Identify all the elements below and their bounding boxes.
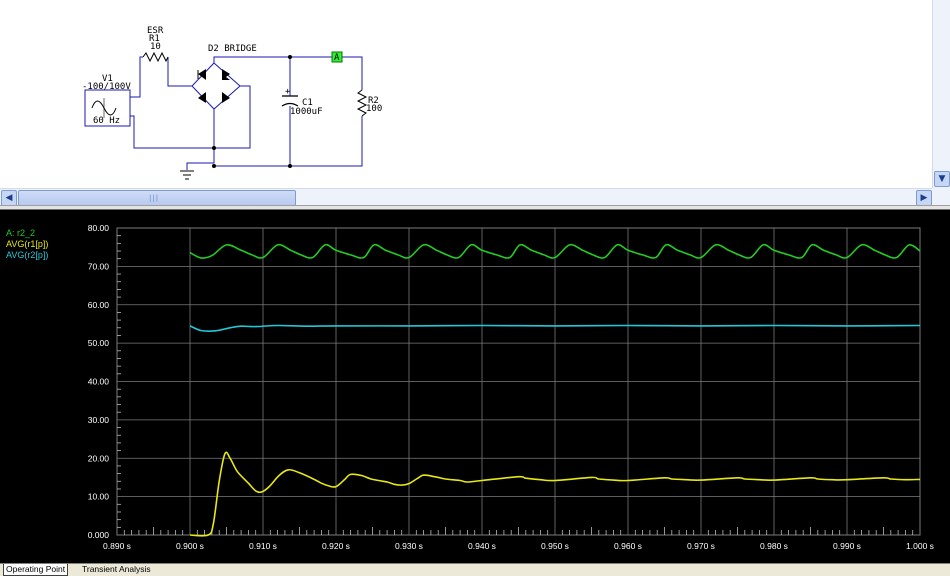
y-tick-label: 60.00 — [88, 300, 110, 310]
x-tick-label: 1.000 s — [906, 541, 934, 551]
esr-value: 10 — [150, 42, 161, 52]
transient-chart[interactable]: 0.890 s 0.900 s 0.910 s 0.920 s 0.930 s 0.940… — [0, 210, 950, 563]
legend-entry: AVG(r2[p]) — [6, 250, 48, 260]
svg-text:+: + — [285, 87, 291, 97]
schematic-canvas[interactable]: + A ESR R1 10 D2 BRIDGE — [0, 0, 932, 188]
ground-icon — [180, 170, 194, 180]
x-tick-label: 0.940 s — [468, 541, 496, 551]
y-tick-label: 40.00 — [88, 377, 110, 387]
bridge-name: D2 BRIDGE — [208, 44, 257, 54]
source-name: V1 — [102, 74, 113, 84]
y-tick-label: 80.00 — [88, 223, 110, 233]
y-tick-label: 20.00 — [88, 453, 110, 463]
horizontal-scroll-thumb[interactable]: ||| — [18, 190, 296, 206]
esr-resistor — [142, 51, 169, 63]
capacitor-name: C1 — [302, 98, 313, 108]
scroll-right-button[interactable]: ▶ — [916, 190, 932, 206]
legend-entry: AVG(r1[p]) — [6, 239, 48, 249]
load-value: 100 — [366, 104, 382, 114]
chart-series — [189, 243, 921, 537]
vertical-scrollbar[interactable]: ▼ — [932, 0, 950, 188]
y-tick-label: 30.00 — [88, 415, 110, 425]
legend-entry: A: r2_2 — [6, 228, 35, 238]
diode-bridge — [197, 69, 230, 103]
chart-grid — [116, 227, 921, 536]
probe-label: A — [334, 53, 340, 63]
source-freq: 60 Hz — [93, 116, 120, 126]
x-tick-label: 0.970 s — [687, 541, 715, 551]
source-value: -100/100V — [82, 82, 131, 92]
series-line-avg-r1-p — [189, 451, 921, 537]
x-tick-label: 0.900 s — [176, 541, 204, 551]
schematic-pane[interactable]: + A ESR R1 10 D2 BRIDGE — [0, 0, 932, 188]
probe-marker — [331, 51, 343, 63]
scroll-left-button[interactable]: ◀ — [1, 190, 17, 206]
x-tick-label: 0.890 s — [103, 541, 131, 551]
tab-transient-analysis[interactable]: Transient Analysis — [82, 564, 151, 574]
source-box — [84, 89, 131, 127]
x-tick-label: 0.920 s — [322, 541, 350, 551]
chart-axis-ticks: 0.890 s 0.900 s 0.910 s 0.920 s 0.930 s 0.940… — [88, 223, 934, 551]
x-tick-label: 0.950 s — [541, 541, 569, 551]
y-tick-label: 70.00 — [88, 261, 110, 271]
x-tick-label: 0.980 s — [760, 541, 788, 551]
load-resistor — [356, 89, 368, 117]
x-tick-label: 0.930 s — [395, 541, 423, 551]
x-tick-label: 0.960 s — [614, 541, 642, 551]
capacitor-symbol — [281, 102, 299, 107]
horizontal-scrollbar[interactable]: ◀ ||| ▶ — [0, 188, 932, 206]
load-name: R2 — [368, 96, 379, 106]
scrollbar-corner — [932, 188, 950, 205]
x-tick-label: 0.990 s — [833, 541, 861, 551]
esr-name: R1 — [149, 34, 160, 44]
tab-operating-point[interactable]: Operating Point — [3, 564, 69, 576]
analysis-tabbar: Operating Point Transient Analysis — [0, 563, 950, 576]
graph-pane[interactable]: 0.890 s 0.900 s 0.910 s 0.920 s 0.930 s 0.940… — [0, 210, 950, 563]
y-tick-label: 0.000 — [88, 530, 110, 540]
capacitor-value: 1000uF — [290, 107, 323, 117]
esr-title: ESR — [147, 26, 164, 36]
series-line-a-r2-2 — [189, 243, 921, 259]
pane-splitter[interactable] — [0, 205, 950, 210]
y-tick-label: 50.00 — [88, 338, 110, 348]
series-line-avg-r2-p — [189, 324, 921, 332]
x-tick-label: 0.910 s — [249, 541, 277, 551]
y-tick-label: 10.00 — [88, 492, 110, 502]
scroll-down-button[interactable]: ▼ — [934, 171, 950, 187]
